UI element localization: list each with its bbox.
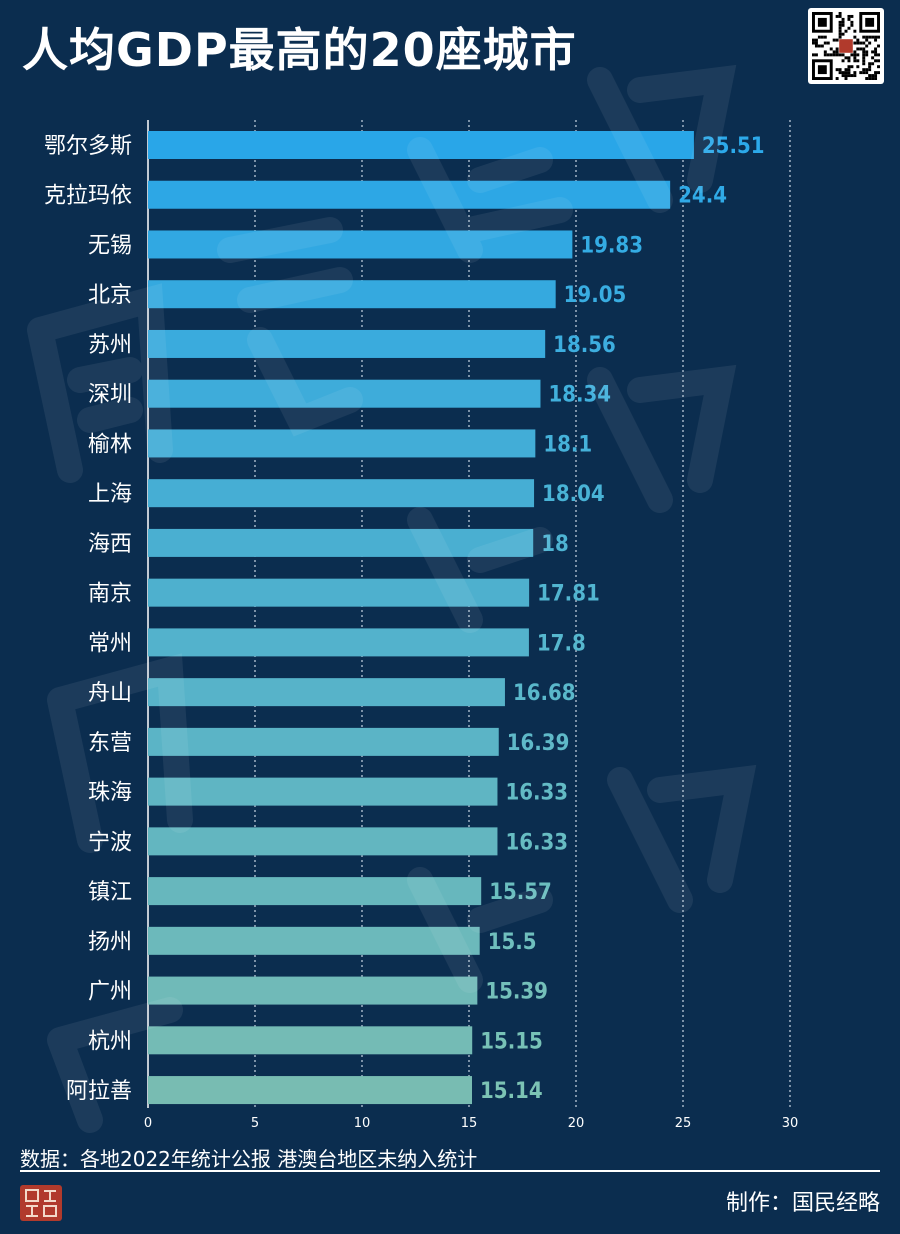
bar xyxy=(148,131,694,159)
bar xyxy=(148,877,482,906)
category-label: 广州 xyxy=(88,980,132,1005)
category-label: 舟山 xyxy=(88,681,132,706)
category-label: 常州 xyxy=(88,631,132,656)
value-label: 15.39 xyxy=(485,980,548,1005)
bar xyxy=(148,280,556,309)
data-source-note: 数据：各地2022年统计公报 港澳台地区未纳入统计 xyxy=(20,1147,478,1171)
bar xyxy=(148,429,536,458)
category-label: 深圳 xyxy=(88,383,132,408)
x-tick-label: 25 xyxy=(675,1116,692,1131)
value-label: 17.8 xyxy=(537,631,586,656)
x-tick-label: 10 xyxy=(354,1116,371,1131)
value-label: 15.15 xyxy=(480,1029,543,1054)
bar xyxy=(148,479,535,508)
value-label: 18.56 xyxy=(553,333,616,358)
bar xyxy=(148,180,671,209)
footer-divider xyxy=(20,1170,880,1172)
category-label: 北京 xyxy=(88,283,132,308)
value-label: 15.14 xyxy=(480,1079,543,1104)
bar xyxy=(148,528,534,557)
value-label: 17.81 xyxy=(537,582,600,607)
bar xyxy=(148,727,499,756)
value-label: 18 xyxy=(541,532,569,557)
category-label: 宁波 xyxy=(88,830,132,855)
category-label: 南京 xyxy=(88,582,132,607)
category-label: 鄂尔多斯 xyxy=(44,134,132,159)
category-label: 苏州 xyxy=(88,333,132,358)
bar xyxy=(148,678,505,707)
bar xyxy=(148,230,573,259)
x-tick-label: 30 xyxy=(782,1116,799,1131)
category-label: 海西 xyxy=(88,532,132,557)
value-label: 19.83 xyxy=(580,233,643,258)
bar-chart: 0 5 10 15 20 25 30 鄂尔多斯 25.51 克拉玛依 24.4 无锡 19.83 北京 19… xyxy=(44,120,799,1131)
category-label: 珠海 xyxy=(88,781,132,806)
value-label: 24.4 xyxy=(678,184,727,209)
category-label: 上海 xyxy=(88,482,132,507)
value-label: 16.39 xyxy=(507,731,570,756)
bar xyxy=(148,628,529,657)
bar xyxy=(148,827,498,856)
bar xyxy=(148,1026,473,1055)
page-title: 人均GDP最高的20座城市 xyxy=(22,23,577,77)
x-tick-label: 0 xyxy=(144,1116,152,1131)
value-label: 16.33 xyxy=(505,830,568,855)
value-label: 18.1 xyxy=(543,432,592,457)
x-tick-label: 5 xyxy=(251,1116,259,1131)
x-tick-label: 20 xyxy=(568,1116,585,1131)
bar xyxy=(148,926,480,955)
bar xyxy=(148,578,530,607)
category-label: 镇江 xyxy=(88,880,132,905)
value-label: 15.57 xyxy=(489,880,552,905)
bar xyxy=(148,329,546,358)
value-label: 25.51 xyxy=(702,134,765,159)
category-label: 东营 xyxy=(88,731,132,756)
category-label: 克拉玛依 xyxy=(44,184,132,209)
credit-text: 制作：国民经略 xyxy=(725,1191,880,1216)
value-label: 18.04 xyxy=(542,482,605,507)
category-label: 扬州 xyxy=(88,930,132,955)
qr-code-icon xyxy=(808,8,884,84)
category-label: 阿拉善 xyxy=(66,1079,132,1104)
bar xyxy=(148,379,541,408)
x-tick-label: 15 xyxy=(461,1116,478,1131)
brand-logo-icon xyxy=(20,1185,62,1221)
value-label: 18.34 xyxy=(548,383,611,408)
category-label: 杭州 xyxy=(88,1029,132,1054)
value-label: 15.5 xyxy=(488,930,537,955)
category-label: 无锡 xyxy=(88,233,132,258)
value-label: 19.05 xyxy=(564,283,627,308)
value-label: 16.33 xyxy=(505,781,568,806)
bar xyxy=(148,1076,472,1105)
bar xyxy=(148,976,478,1005)
value-label: 16.68 xyxy=(513,681,576,706)
bar xyxy=(148,777,498,806)
category-label: 榆林 xyxy=(88,432,132,457)
